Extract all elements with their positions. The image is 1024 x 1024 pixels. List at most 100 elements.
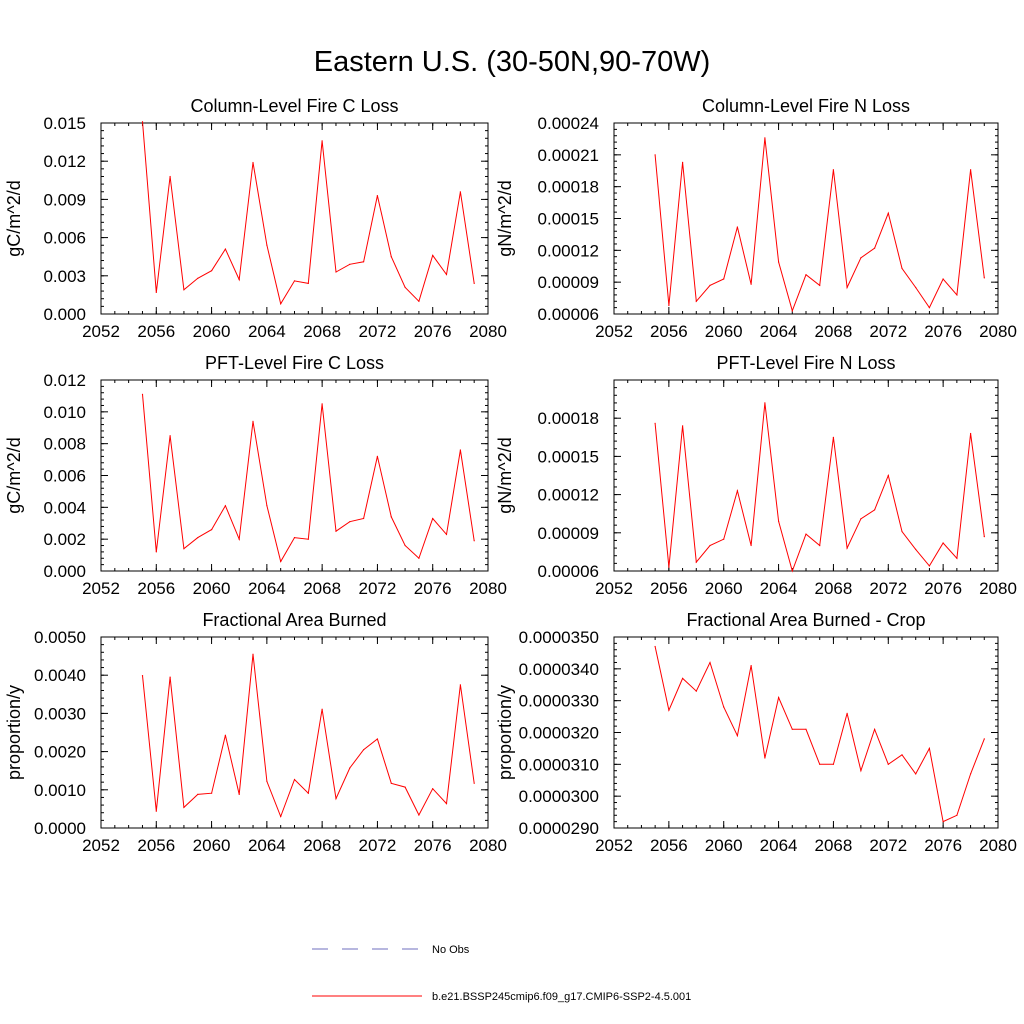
y-tick-label: 0.00009 (538, 524, 599, 543)
panel-title: Fractional Area Burned (202, 610, 386, 630)
x-tick-label: 2072 (869, 836, 907, 855)
data-point (846, 547, 848, 549)
data-point (942, 278, 944, 280)
data-point (390, 516, 392, 518)
y-tick-label: 0.0000350 (519, 628, 599, 647)
data-point (349, 521, 351, 523)
data-point (432, 517, 434, 520)
data-point (238, 538, 240, 540)
y-tick-label: 0.0010 (34, 781, 86, 800)
data-point (445, 533, 448, 536)
x-tick-label: 2060 (193, 836, 231, 855)
x-tick-label: 2064 (760, 579, 798, 598)
y-axis-label: gC/m^2/d (4, 180, 24, 256)
chart-panel-2: 2052 2056 2060 2064 2068 2072 2076 2080 0.00006 0… (495, 96, 1017, 341)
data-point (778, 520, 780, 522)
y-tick-label: 0.006 (43, 467, 86, 486)
data-point (432, 254, 434, 256)
y-tick-label: 0.0000330 (519, 692, 599, 711)
data-point (764, 757, 766, 759)
data-point (970, 773, 972, 775)
chart-panel-1: 2052 2056 2060 2064 2068 2072 2076 2080 0.000 0.0… (4, 96, 507, 341)
data-point (956, 557, 958, 559)
data-point (695, 690, 697, 692)
series-group (141, 393, 475, 563)
x-tick-label: 2060 (705, 322, 743, 341)
series-line (142, 121, 475, 306)
y-tick-label: 0.00024 (538, 114, 599, 133)
data-point (155, 551, 157, 553)
x-tick-label: 2064 (760, 322, 798, 341)
data-point (307, 282, 309, 284)
y-tick-label: 0.00021 (538, 146, 599, 165)
data-point (252, 161, 254, 164)
x-tick-label: 2080 (469, 322, 507, 341)
y-axis-label: gN/m^2/d (495, 437, 515, 513)
data-point (956, 294, 958, 296)
data-point (459, 684, 461, 686)
y-tick-label: 0.009 (43, 190, 86, 209)
data-point (860, 518, 862, 520)
data-point (197, 277, 199, 279)
data-point (915, 773, 917, 775)
series-group (141, 121, 475, 306)
y-tick-label: 0.0040 (34, 666, 86, 685)
y-tick-label: 0.0000340 (519, 660, 599, 679)
data-point (668, 566, 670, 568)
chart-panels: 2052 2056 2060 2064 2068 2072 2076 2080 0.000 0.0… (4, 96, 1017, 855)
data-point (709, 284, 711, 286)
series-line (654, 646, 985, 823)
data-point (887, 474, 889, 477)
y-tick-label: 0.00006 (538, 305, 599, 324)
data-point (293, 537, 296, 539)
data-point (750, 283, 752, 285)
y-tick-label: 0.0000320 (519, 724, 599, 743)
x-tick-label: 2056 (137, 836, 175, 855)
figure-title: Eastern U.S. (30-50N,90-70W) (313, 46, 711, 78)
data-point (723, 706, 725, 708)
data-point (915, 286, 917, 289)
legend: No Obs b.e21.BSSP245cmip6.f09_g17.CMIP6-S… (312, 944, 691, 1003)
x-tick-label: 2052 (595, 579, 633, 598)
x-tick-label: 2060 (705, 579, 743, 598)
data-point (335, 271, 337, 273)
data-point (211, 792, 213, 794)
y-axis-label: gC/m^2/d (4, 437, 24, 513)
data-point (832, 169, 835, 171)
panel-title: Column-Level Fire C Loss (190, 96, 398, 116)
x-tick-label: 2056 (650, 322, 688, 341)
x-tick-label: 2052 (595, 836, 633, 855)
data-point (682, 677, 684, 680)
data-point (280, 815, 282, 818)
y-tick-label: 0.012 (43, 371, 86, 390)
data-point (805, 533, 807, 535)
x-tick-label: 2056 (137, 579, 175, 598)
data-point (376, 738, 378, 740)
data-point (390, 782, 392, 784)
data-point (211, 529, 213, 531)
x-tick-label: 2076 (924, 579, 962, 598)
data-point (819, 544, 821, 547)
x-tick-label: 2056 (137, 322, 175, 341)
data-point (363, 749, 365, 751)
plot-frame (100, 636, 489, 829)
data-point (363, 261, 365, 263)
data-point (418, 814, 420, 816)
data-point (832, 763, 835, 765)
legend-label: b.e21.BSSP245cmip6.f09_g17.CMIP6-SSP2-4.… (432, 991, 691, 1003)
y-tick-label: 0.002 (43, 530, 86, 549)
data-point (307, 538, 309, 540)
y-tick-label: 0.004 (43, 498, 86, 517)
data-point (860, 257, 862, 259)
data-point (983, 277, 985, 279)
x-tick-label: 2080 (469, 836, 507, 855)
data-point (736, 226, 739, 228)
x-tick-label: 2060 (193, 322, 231, 341)
x-tick-label: 2052 (82, 579, 120, 598)
data-point (901, 530, 903, 533)
x-tick-label: 2052 (82, 836, 120, 855)
plot-frame (613, 636, 999, 829)
data-point (901, 754, 903, 756)
data-point (321, 403, 323, 405)
x-tick-label: 2080 (979, 322, 1017, 341)
